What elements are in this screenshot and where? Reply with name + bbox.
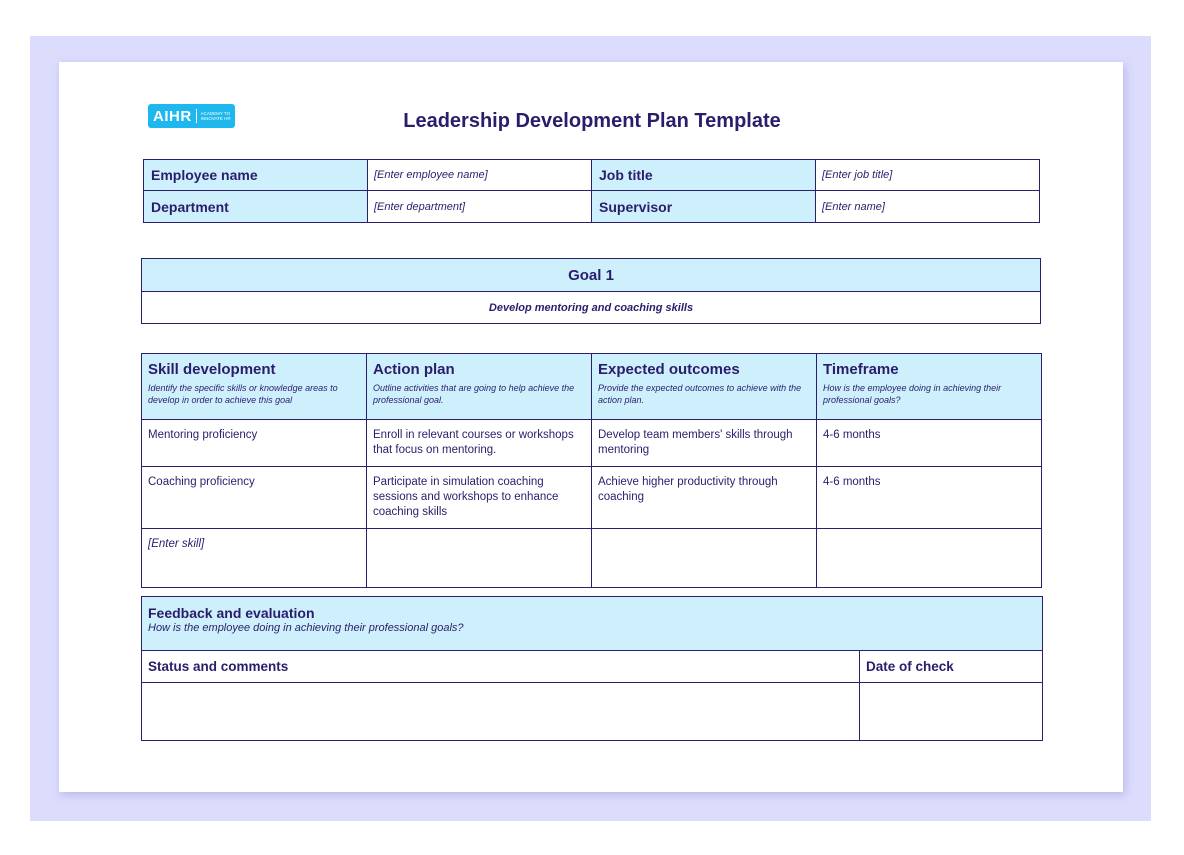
- header-timeframe: Timeframe How is the employee doing in ac…: [816, 353, 1042, 420]
- header-skill-development: Skill development Identify the specific s…: [141, 353, 367, 420]
- header-expected-outcomes: Expected outcomes Provide the expected ou…: [591, 353, 817, 420]
- employee-info-table: Employee name [Enter employee name] Job …: [143, 159, 1040, 223]
- supervisor-label: Supervisor: [591, 190, 816, 223]
- feedback-table: Feedback and evaluation How is the emplo…: [141, 596, 1043, 741]
- header-title: Timeframe: [823, 361, 899, 378]
- date-of-check-label: Date of check: [859, 650, 1043, 683]
- skill-cell[interactable]: [Enter skill]: [141, 528, 367, 588]
- job-title-label: Job title: [591, 159, 816, 191]
- feedback-header: Feedback and evaluation How is the emplo…: [141, 596, 1043, 651]
- outcome-cell[interactable]: Develop team members' skills through men…: [591, 419, 817, 467]
- logo-tagline: ACADEMY TO INNOVATE HR: [200, 111, 231, 121]
- skill-cell[interactable]: Mentoring proficiency: [141, 419, 367, 467]
- employee-name-field[interactable]: [Enter employee name]: [367, 159, 592, 191]
- feedback-subtitle: How is the employee doing in achieving t…: [148, 622, 464, 634]
- header-title: Action plan: [373, 361, 455, 378]
- table-row: Mentoring proficiency Enroll in relevant…: [141, 419, 1042, 467]
- action-cell[interactable]: Enroll in relevant courses or workshops …: [366, 419, 592, 467]
- action-cell[interactable]: [366, 528, 592, 588]
- action-cell[interactable]: Participate in simulation coaching sessi…: [366, 466, 592, 529]
- goal-description[interactable]: Develop mentoring and coaching skills: [141, 291, 1041, 324]
- skill-plan-table: Skill development Identify the specific s…: [141, 353, 1042, 588]
- header-action-plan: Action plan Outline activities that are g…: [366, 353, 592, 420]
- department-label: Department: [143, 190, 368, 223]
- page-title: Leadership Development Plan Template: [403, 110, 781, 132]
- aihr-logo: AIHR ACADEMY TO INNOVATE HR: [148, 104, 235, 128]
- employee-name-label: Employee name: [143, 159, 368, 191]
- header-subtitle: Outline activities that are going to hel…: [373, 383, 575, 405]
- job-title-field[interactable]: [Enter job title]: [815, 159, 1040, 191]
- feedback-title: Feedback and evaluation: [148, 605, 315, 621]
- timeframe-cell[interactable]: 4-6 months: [816, 466, 1042, 529]
- outcome-cell[interactable]: [591, 528, 817, 588]
- goal-title: Goal 1: [141, 258, 1041, 292]
- timeframe-cell[interactable]: [816, 528, 1042, 588]
- header-title: Skill development: [148, 361, 276, 378]
- table-row: [Enter skill]: [141, 528, 1042, 588]
- header-subtitle: Provide the expected outcomes to achieve…: [598, 383, 802, 405]
- header-subtitle: How is the employee doing in achieving t…: [823, 383, 1002, 405]
- logo-text: AIHR: [153, 107, 192, 125]
- status-comments-field[interactable]: [141, 682, 860, 741]
- skill-cell[interactable]: Coaching proficiency: [141, 466, 367, 529]
- department-field[interactable]: [Enter department]: [367, 190, 592, 223]
- date-of-check-field[interactable]: [859, 682, 1043, 741]
- status-comments-label: Status and comments: [141, 650, 860, 683]
- logo-divider: [195, 109, 197, 123]
- header-subtitle: Identify the specific skills or knowledg…: [148, 383, 338, 405]
- supervisor-field[interactable]: [Enter name]: [815, 190, 1040, 223]
- goal-table: Goal 1 Develop mentoring and coaching sk…: [141, 258, 1041, 324]
- outcome-cell[interactable]: Achieve higher productivity through coac…: [591, 466, 817, 529]
- table-row: Coaching proficiency Participate in simu…: [141, 466, 1042, 529]
- header-title: Expected outcomes: [598, 361, 740, 378]
- timeframe-cell[interactable]: 4-6 months: [816, 419, 1042, 467]
